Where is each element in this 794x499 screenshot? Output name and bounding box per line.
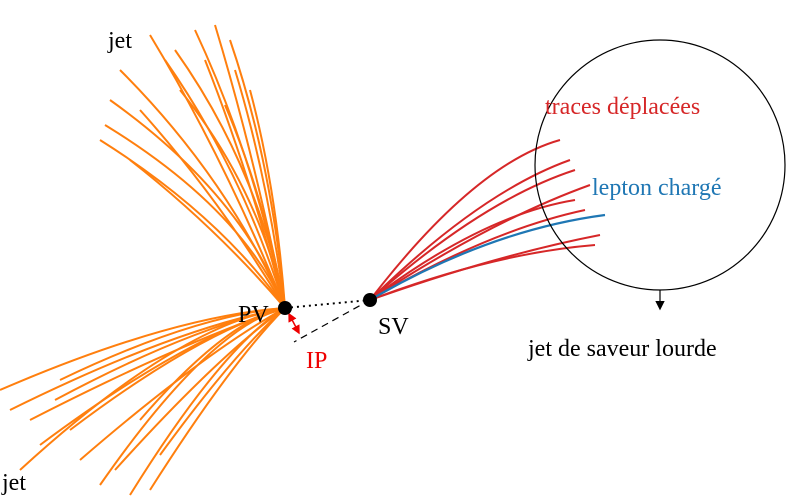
track xyxy=(129,159,286,309)
label: lepton chargé xyxy=(592,175,722,201)
track xyxy=(164,59,286,309)
track-extrapolation xyxy=(293,299,371,343)
track xyxy=(99,139,286,309)
label: traces déplacées xyxy=(545,94,700,120)
flight-line xyxy=(284,299,371,309)
track xyxy=(179,89,286,309)
label: SV xyxy=(378,314,409,340)
track xyxy=(54,307,286,401)
label: jet xyxy=(107,28,132,54)
label: jet de saveur lourde xyxy=(527,336,717,362)
track xyxy=(234,69,286,309)
track xyxy=(369,184,591,301)
tracks xyxy=(0,24,606,496)
track xyxy=(369,244,596,301)
track xyxy=(114,307,286,471)
track xyxy=(369,213,606,301)
track xyxy=(104,124,286,309)
secondary-vertex xyxy=(363,293,377,307)
track xyxy=(369,169,576,301)
track xyxy=(224,104,286,309)
label: PV xyxy=(238,302,269,328)
track xyxy=(159,307,286,456)
track xyxy=(149,307,286,491)
track xyxy=(369,139,561,301)
track xyxy=(59,307,286,381)
track xyxy=(119,69,286,309)
jet-cone xyxy=(534,39,786,291)
track xyxy=(249,89,286,309)
track xyxy=(369,199,576,301)
ip-arrow xyxy=(288,312,300,335)
track xyxy=(139,109,286,309)
label: jet xyxy=(1,470,26,496)
track xyxy=(369,159,571,301)
primary-vertex xyxy=(278,301,292,315)
label: IP xyxy=(306,348,327,374)
